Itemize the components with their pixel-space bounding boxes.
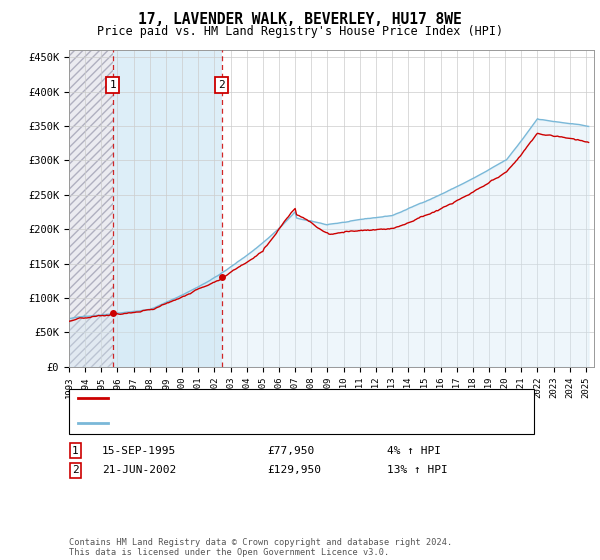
- Text: £129,950: £129,950: [267, 465, 321, 475]
- Text: Contains HM Land Registry data © Crown copyright and database right 2024.
This d: Contains HM Land Registry data © Crown c…: [69, 538, 452, 557]
- Text: 17, LAVENDER WALK, BEVERLEY, HU17 8WE (detached house): 17, LAVENDER WALK, BEVERLEY, HU17 8WE (d…: [114, 393, 452, 403]
- Text: HPI: Average price, detached house, East Riding of Yorkshire: HPI: Average price, detached house, East…: [114, 418, 489, 428]
- Text: 13% ↑ HPI: 13% ↑ HPI: [387, 465, 448, 475]
- Text: 2: 2: [218, 80, 226, 90]
- Text: 4% ↑ HPI: 4% ↑ HPI: [387, 446, 441, 456]
- Text: 15-SEP-1995: 15-SEP-1995: [102, 446, 176, 456]
- Text: 21-JUN-2002: 21-JUN-2002: [102, 465, 176, 475]
- Bar: [113, 50, 222, 367]
- Bar: [69, 50, 113, 367]
- Text: 1: 1: [109, 80, 116, 90]
- Text: Price paid vs. HM Land Registry's House Price Index (HPI): Price paid vs. HM Land Registry's House …: [97, 25, 503, 38]
- Text: 1: 1: [72, 446, 79, 456]
- Text: £77,950: £77,950: [267, 446, 314, 456]
- Text: 17, LAVENDER WALK, BEVERLEY, HU17 8WE: 17, LAVENDER WALK, BEVERLEY, HU17 8WE: [138, 12, 462, 27]
- Text: 2: 2: [72, 465, 79, 475]
